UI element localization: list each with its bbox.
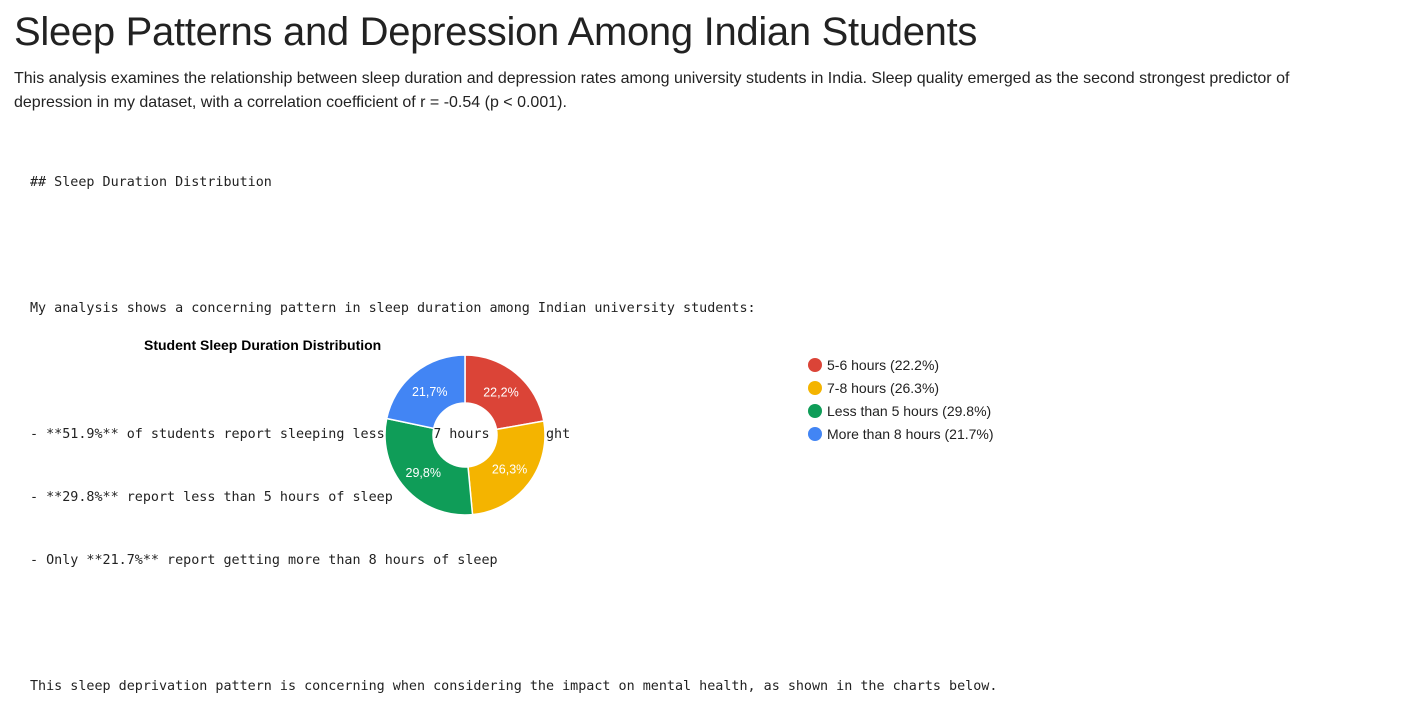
donut-slice-7-8-hours[interactable]	[467, 420, 546, 516]
donut-data-label: 26,3%	[492, 462, 527, 476]
legend-item-5-6-hours[interactable]: 5-6 hours (22.2%)	[808, 353, 994, 376]
chart-title: Student Sleep Duration Distribution	[144, 337, 382, 353]
legend-swatch	[808, 357, 822, 372]
donut-data-label: 29,8%	[406, 466, 441, 480]
legend-label: 7-8 hours (26.3%)	[827, 379, 940, 396]
donut-chart: 22,2% 26,3% 29,8% 21,7%	[384, 354, 546, 516]
donut-data-label: 22,2%	[483, 386, 518, 400]
donut-slice-more-than-8-hours[interactable]	[385, 354, 466, 430]
chart-legend: 5-6 hours (22.2%) 7-8 hours (26.3%) Less…	[808, 353, 994, 445]
markdown-bullet-2: - **29.8%** report less than 5 hours of …	[30, 490, 393, 505]
legend-item-more-than-8-hours[interactable]: More than 8 hours (21.7%)	[808, 422, 994, 445]
legend-label: Less than 5 hours (29.8%)	[827, 402, 992, 419]
legend-item-less-than-5-hours[interactable]: Less than 5 hours (29.8%)	[808, 399, 994, 422]
legend-swatch	[808, 403, 822, 418]
markdown-heading-line: ## Sleep Duration Distribution	[30, 175, 272, 190]
intro-paragraph: This analysis examines the relationship …	[14, 70, 1290, 111]
legend-swatch	[808, 380, 822, 395]
markdown-blank-line	[30, 235, 997, 256]
page-title: Sleep Patterns and Depression Among Indi…	[14, 10, 978, 54]
legend-label: More than 8 hours (21.7%)	[827, 425, 994, 442]
donut-data-label: 21,7%	[412, 385, 447, 399]
markdown-blank-line	[30, 613, 997, 634]
markdown-conclusion-line: This sleep deprivation pattern is concer…	[30, 679, 998, 694]
donut-slice-5-6-hours[interactable]	[464, 354, 545, 431]
markdown-analysis-line: My analysis shows a concerning pattern i…	[30, 301, 756, 316]
legend-item-7-8-hours[interactable]: 7-8 hours (26.3%)	[808, 376, 994, 399]
legend-swatch	[808, 426, 822, 441]
donut-slice-less-than-5-hours[interactable]	[384, 417, 474, 516]
legend-label: 5-6 hours (22.2%)	[827, 356, 940, 373]
markdown-bullet-3: - Only **21.7%** report getting more tha…	[30, 553, 498, 568]
